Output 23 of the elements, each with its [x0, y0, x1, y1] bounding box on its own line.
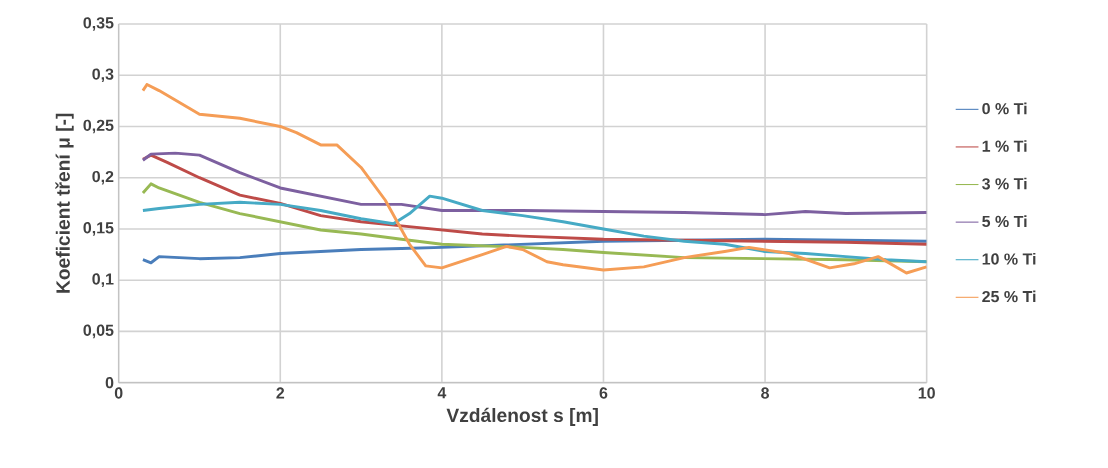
y-tick-label: 0,1 — [92, 273, 114, 287]
y-tick-label: 0,3 — [92, 68, 114, 83]
y-tick-label: 0,35 — [83, 17, 114, 31]
x-axis-title: Vzdálenost s [m] — [446, 407, 598, 426]
y-tick-label: 0,25 — [83, 119, 114, 134]
legend-label: 0 % Ti — [982, 102, 1027, 115]
y-tick-label: 0 — [105, 376, 114, 389]
y-axis-title: Koeficient tření μ [-] — [55, 113, 74, 293]
y-tick-label: 0,2 — [92, 170, 114, 185]
y-tick-label: 0,15 — [83, 222, 114, 236]
x-tick-label: 8 — [761, 387, 770, 399]
y-tick-label: 0,05 — [83, 324, 114, 339]
line-series — [141, 82, 927, 275]
x-tick-label: 10 — [918, 387, 935, 399]
x-tick-label: 4 — [437, 387, 447, 399]
legend-label: 1 % Ti — [982, 140, 1027, 152]
legend-label: 10 % Ti — [982, 252, 1036, 265]
x-tick-label: 6 — [599, 387, 608, 399]
legend-label: 3 % Ti — [982, 177, 1027, 190]
legend-label: 25 % Ti — [982, 290, 1036, 303]
legend-label: 5 % Ti — [982, 215, 1027, 228]
x-tick-label: 2 — [276, 387, 285, 399]
x-tick-label: 0 — [114, 387, 123, 399]
